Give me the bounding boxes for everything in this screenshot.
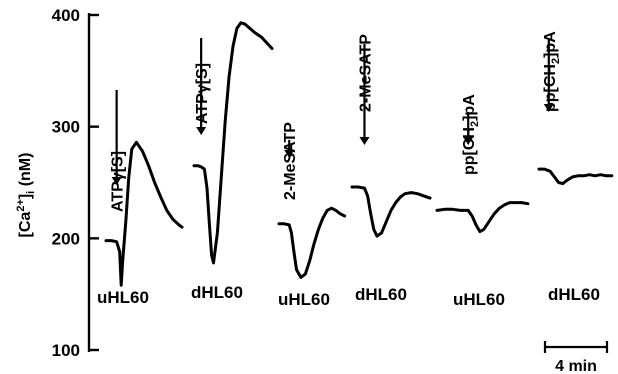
- calcium-trace-4: [350, 185, 432, 238]
- cell-type-label-3: uHL60: [278, 290, 330, 309]
- agonist-label-4: 2-MeSATP: [357, 34, 374, 112]
- stimulus-arrowhead-2: [196, 127, 207, 135]
- calcium-trace-3: [277, 206, 347, 279]
- calcium-trace-6: [537, 167, 614, 186]
- stimulus-arrowhead-5: [463, 137, 474, 145]
- y-tick-label-100: 100: [52, 341, 80, 360]
- y-tick-label-400: 400: [52, 6, 80, 25]
- stimulus-arrowhead-3: [284, 150, 295, 158]
- trace-group-2: ATPγ[S] dHL60: [191, 21, 274, 302]
- time-scale-bar: 4 min: [543, 341, 609, 374]
- trace-group-3: 2-MeSATP uHL60: [277, 122, 347, 309]
- agonist-label-5: pp[CH2]pA: [461, 94, 481, 175]
- stimulus-arrowhead-4: [359, 137, 370, 145]
- y-axis: 100 200 300 400 [Ca2+]i (nM): [15, 6, 99, 360]
- y-tick-label-300: 300: [52, 118, 80, 137]
- stimulus-arrowhead-1: [111, 177, 122, 185]
- agonist-label-2: ATPγ[S]: [194, 63, 211, 124]
- trace-group-6: pp[CH2]pA dHL60: [537, 31, 614, 304]
- traces: ATPγ[S]uHL60ATPγ[S]dHL602-MeSATPuHL602-M…: [97, 21, 614, 309]
- calcium-trace-2: [192, 21, 274, 265]
- y-axis-label: [Ca2+]i (nM): [15, 153, 37, 238]
- trace-group-4: 2-MeSATP dHL60: [350, 34, 432, 304]
- cell-type-label-2: dHL60: [191, 283, 243, 302]
- calcium-trace-5: [435, 201, 530, 234]
- agonist-label-1: ATPγ[S]: [110, 151, 127, 212]
- agonist-label-3: 2-MeSATP: [282, 122, 299, 200]
- y-ticks: 100 200 300 400: [52, 6, 99, 360]
- scale-bar-label: 4 min: [555, 358, 597, 374]
- trace-group-5: pp[CH2]pA uHL60: [435, 94, 530, 309]
- trace-group-1: ATPγ[S] uHL60: [97, 90, 184, 307]
- stimulus-arrowhead-6: [543, 104, 554, 112]
- calcium-trace-1: [104, 140, 184, 287]
- cell-type-label-1: uHL60: [97, 288, 149, 307]
- cell-type-label-6: dHL60: [548, 285, 600, 304]
- y-tick-label-200: 200: [52, 229, 80, 248]
- agonist-label-6: pp[CH2]pA: [542, 31, 562, 112]
- cell-type-label-5: uHL60: [453, 290, 505, 309]
- cell-type-label-4: dHL60: [355, 285, 407, 304]
- scale-bar-line: [543, 341, 609, 353]
